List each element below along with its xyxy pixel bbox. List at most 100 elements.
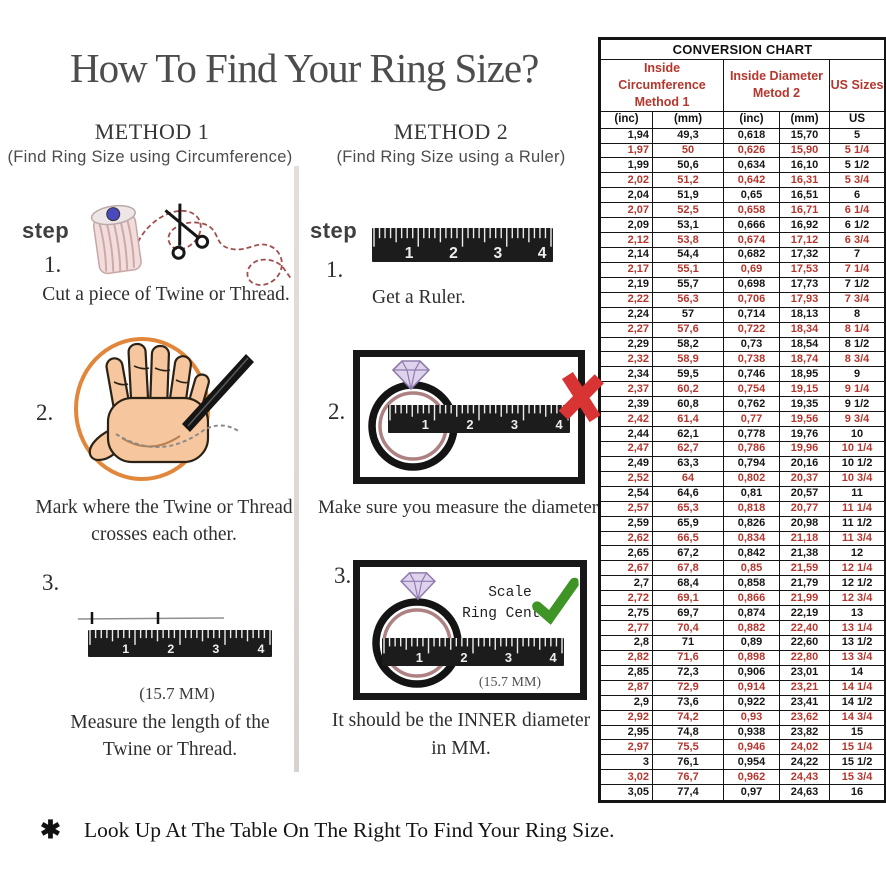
table-cell: 16,92 <box>779 217 830 234</box>
table-cell: 74,2 <box>652 709 724 726</box>
table-cell: 70,4 <box>652 620 724 636</box>
table-cell: 19,96 <box>779 440 830 457</box>
table-cell: 17,12 <box>779 232 830 248</box>
table-row: 2,92 74,2 0,93 23,62 14 3/4 <box>599 709 886 726</box>
table-cell: 0,73 <box>723 336 780 353</box>
conversion-chart: CONVERSION CHART Inside Circumference Me… <box>598 37 886 803</box>
table-cell: 60,8 <box>652 396 724 413</box>
table-cell: 22,80 <box>779 649 830 666</box>
table-row: 2,27 57,6 0,722 18,34 8 1/4 <box>599 321 886 338</box>
table-row: 2,75 69,7 0,874 22,19 13 <box>599 605 886 622</box>
subheader-us: US <box>828 110 886 129</box>
wrong-measure-frame: 1 2 3 4 <box>353 350 604 484</box>
table-cell: 11 3/4 <box>828 530 886 547</box>
table-cell: 23,01 <box>779 664 830 681</box>
table-row: 1,94 49,3 0,618 15,70 5 <box>599 127 886 144</box>
table-cell: 14 1/2 <box>828 694 886 711</box>
table-cell: 76,1 <box>652 754 724 771</box>
table-row: 2,24 57 0,714 18,13 8 <box>599 306 886 323</box>
method2-step3-number: 3. <box>334 563 352 588</box>
table-cell: 15,70 <box>779 127 830 144</box>
table-cell: 71 <box>652 634 724 651</box>
table-row: 2,85 72,3 0,906 23,01 14 <box>599 664 886 681</box>
table-row: 2,97 75,5 0,946 24,02 15 1/4 <box>599 739 886 756</box>
table-cell: 10 1/4 <box>828 440 886 457</box>
svg-text:2: 2 <box>449 245 458 262</box>
table-cell: 12 3/4 <box>828 590 886 607</box>
footer-note: Look Up At The Table On The Right To Fin… <box>84 818 615 842</box>
table-cell: 13 1/2 <box>828 634 886 651</box>
hand-icon <box>88 342 210 464</box>
table-cell: 0,93 <box>723 709 780 726</box>
table-cell: 16,31 <box>779 172 830 189</box>
table-cell: 53,1 <box>652 217 724 234</box>
table-row: 2,49 63,3 0,794 20,16 10 1/2 <box>599 455 886 472</box>
table-row: 2,37 60,2 0,754 19,15 9 1/4 <box>599 381 886 398</box>
table-cell: 2,57 <box>599 500 653 517</box>
table-cell: 10 3/4 <box>828 470 886 487</box>
table-cell: 13 <box>828 605 886 622</box>
table-cell: 0,706 <box>723 291 780 308</box>
svg-text:1: 1 <box>422 417 429 432</box>
table-cell: 2,24 <box>599 306 653 323</box>
svg-text:3: 3 <box>493 245 502 262</box>
table-cell: 0,722 <box>723 321 780 338</box>
table-cell: 15 1/2 <box>828 754 886 771</box>
table-cell: 8 1/4 <box>828 321 886 338</box>
table-cell: 14 3/4 <box>828 709 886 726</box>
table-row: 2,59 65,9 0,826 20,98 11 1/2 <box>599 515 886 532</box>
table-cell: 0,714 <box>723 306 780 323</box>
table-cell: 2,92 <box>599 709 653 726</box>
page-title: How To Find Your Ring Size? <box>70 45 539 91</box>
svg-text:2: 2 <box>167 642 174 656</box>
table-row: 2,34 59,5 0,746 18,95 9 <box>599 366 886 383</box>
table-cell: 0,77 <box>723 411 780 428</box>
table-cell: 2,7 <box>599 575 653 592</box>
table-cell: 1,97 <box>599 142 653 159</box>
table-cell: 72,9 <box>652 679 724 696</box>
table-cell: 15 3/4 <box>828 769 886 786</box>
table-cell: 53,8 <box>652 232 724 248</box>
table-cell: 15,90 <box>779 142 830 159</box>
table-cell: 15 <box>828 724 886 741</box>
table-cell: 2,34 <box>599 366 653 383</box>
table-cell: 77,4 <box>652 784 724 802</box>
table-cell: 51,9 <box>652 187 724 204</box>
table-cell: 0,89 <box>723 634 780 651</box>
diamond-icon <box>393 570 443 607</box>
table-cell: 52,5 <box>652 202 724 219</box>
table-cell: 0,874 <box>723 605 780 622</box>
hand-marking-illustration <box>70 336 255 491</box>
table-cell: 24,22 <box>779 754 830 771</box>
table-cell: 0,786 <box>723 440 780 457</box>
table-cell: 7 3/4 <box>828 291 886 308</box>
table-cell: 0,682 <box>723 247 780 263</box>
table-cell: 2,17 <box>599 261 653 278</box>
table-cell: 2,42 <box>599 411 653 428</box>
table-cell: 2,19 <box>599 276 653 293</box>
table-cell: 0,618 <box>723 127 780 144</box>
table-cell: 9 <box>828 366 886 383</box>
table-cell: 7 1/2 <box>828 276 886 293</box>
table-title-row: CONVERSION CHART <box>598 38 886 60</box>
table-cell: 23,62 <box>779 709 830 726</box>
table-cell: 2,39 <box>599 396 653 413</box>
table-cell: 8 <box>828 306 886 323</box>
table-row: 2,39 60,8 0,762 19,35 9 1/2 <box>599 396 886 413</box>
table-cell: 0,946 <box>723 739 780 756</box>
table-cell: 2,54 <box>599 485 653 502</box>
table-cell: 21,59 <box>779 560 830 577</box>
table-cell: 67,2 <box>652 545 724 562</box>
table-cell: 65,9 <box>652 515 724 532</box>
table-cell: 72,3 <box>652 664 724 681</box>
group-header-line: Metod 2 <box>752 86 801 101</box>
table-cell: 0,826 <box>723 515 780 532</box>
method2-step3-caption-line1: It should be the INNER diameter <box>331 710 591 731</box>
table-cell: 0,842 <box>723 545 780 562</box>
table-cell: 22,60 <box>779 634 830 651</box>
table-cell: 16,71 <box>779 202 830 219</box>
table-cell: 16,51 <box>779 187 830 204</box>
table-cell: 2,52 <box>599 470 653 487</box>
table-cell: 19,15 <box>779 381 830 398</box>
ruler-image: 1 2 3 4 <box>382 638 564 666</box>
